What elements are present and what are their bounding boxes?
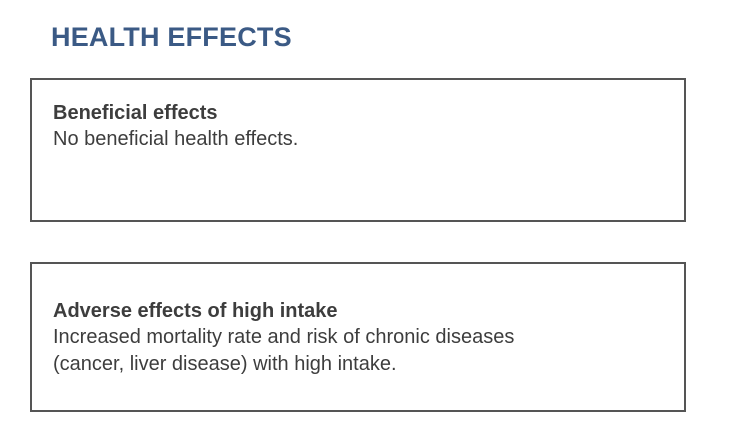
beneficial-effects-heading: Beneficial effects — [53, 102, 218, 124]
adverse-effects-text-line: (cancer, liver disease) with high intake… — [53, 353, 397, 375]
adverse-effects-text-line: Increased mortality rate and risk of chr… — [53, 326, 515, 348]
adverse-effects-card: Adverse effects of high intake Increased… — [30, 262, 686, 412]
beneficial-effects-content: Beneficial effects No beneficial health … — [53, 100, 664, 153]
beneficial-effects-card: Beneficial effects No beneficial health … — [30, 78, 686, 222]
adverse-effects-heading: Adverse effects of high intake — [53, 300, 338, 322]
adverse-effects-content: Adverse effects of high intake Increased… — [53, 298, 664, 378]
section-title: HEALTH EFFECTS — [51, 22, 292, 52]
beneficial-effects-text: No beneficial health effects. — [53, 128, 299, 150]
